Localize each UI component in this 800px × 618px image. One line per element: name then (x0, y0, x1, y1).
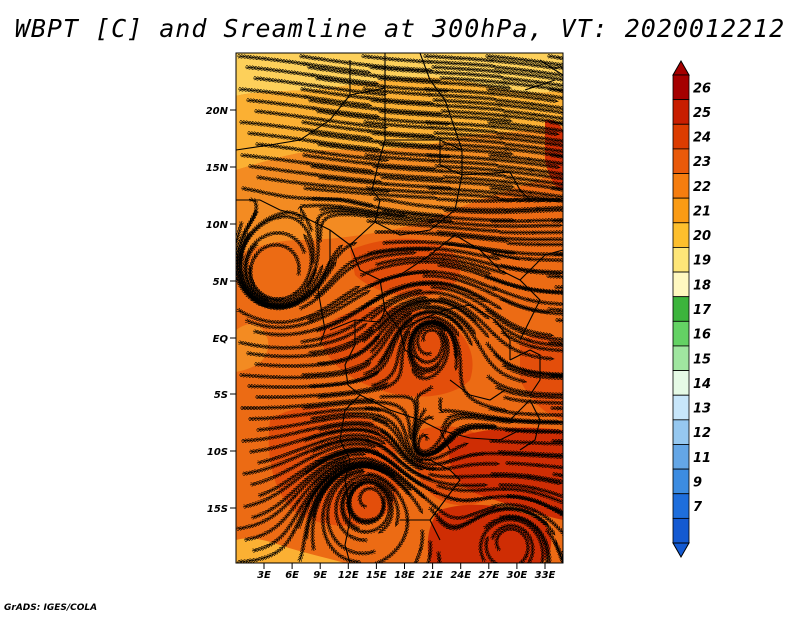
lat-tick-label: 5S (214, 390, 228, 401)
streamline-arrow (432, 504, 434, 506)
colorbar-swatch (672, 99, 690, 125)
colorbar-level-label: 21 (693, 204, 711, 219)
credit-footer: GrADS: IGES/COLA (4, 603, 98, 613)
streamline-arrow (421, 546, 422, 550)
chart-title: WBPT [C] and Sreamline at 300hPa, VT: 20… (14, 14, 786, 43)
streamline-arrow (560, 68, 563, 69)
colorbar-level-label: 14 (693, 377, 711, 392)
lat-tick-label: 10N (206, 220, 229, 231)
streamline-arrow (293, 531, 295, 534)
lat-tick-label: 15S (207, 504, 228, 515)
map-frame (235, 52, 564, 564)
lon-tick-label: 3E (257, 570, 271, 581)
colorbar-level-label: 18 (693, 278, 711, 293)
colorbar-swatch (672, 493, 690, 519)
colorbar-swatch (672, 345, 690, 371)
colorbar-swatch (672, 370, 690, 396)
colorbar-level-label: 13 (693, 402, 711, 417)
colorbar-swatch (672, 173, 690, 199)
colorbar-level-label: 22 (693, 180, 711, 195)
lon-tick-label: 9E (313, 570, 327, 581)
colorbar-swatch (672, 394, 690, 421)
streamline-arrow (382, 387, 385, 388)
colorbar-bottom-arrow (672, 542, 690, 559)
colorbar-level-label: 26 (693, 81, 711, 96)
streamline-arrow (362, 479, 366, 480)
colorbar-level-label: 12 (693, 426, 711, 441)
lat-axis: 20N 15N 10N 5N EQ 5S 10S 15S (206, 106, 236, 515)
colorbar-swatch (672, 271, 690, 298)
colorbar-top-arrow (672, 59, 690, 76)
colorbar-swatch (672, 74, 690, 101)
streamline-arrow (535, 501, 539, 502)
streamline-arrow (558, 510, 561, 511)
colorbar-swatch (672, 419, 690, 445)
streamline-arrow (321, 420, 324, 421)
colorbar-swatch (672, 296, 690, 322)
colorbar-swatch (672, 468, 690, 495)
lat-tick-label: 15N (206, 163, 229, 174)
colorbar-level-label: 15 (693, 352, 711, 367)
lon-axis: 3E 6E 9E 12E 15E 18E 21E 24E 27E 30E 33E (257, 563, 556, 581)
colorbar-swatch (672, 222, 690, 248)
streamline-arrow (556, 90, 560, 91)
lat-tick-label: 5N (213, 277, 229, 288)
lon-tick-label: 21E (422, 570, 443, 581)
streamline-arrow (317, 496, 318, 499)
colorbar-level-label: 24 (693, 131, 711, 146)
lon-tick-label: 6E (285, 570, 299, 581)
colorbar-swatch (672, 517, 690, 544)
streamline-arrow (350, 266, 353, 268)
lon-tick-label: 12E (338, 570, 359, 581)
streamline-arrow (559, 550, 560, 554)
colorbar-level-label: 19 (693, 254, 711, 269)
streamlines (236, 56, 566, 563)
lon-tick-label: 18E (394, 570, 415, 581)
lon-tick-label: 15E (366, 570, 387, 581)
colorbar-swatch (672, 148, 690, 174)
lat-tick-label: EQ (213, 334, 229, 345)
colorbar-level-label: 9 (693, 475, 702, 490)
colorbar-swatch (672, 247, 690, 273)
lon-tick-label: 24E (450, 570, 471, 581)
colorbar-level-label: 7 (693, 500, 703, 515)
colorbar-swatch (672, 444, 690, 470)
colorbar-swatch (672, 123, 690, 150)
streamline-arrow (530, 488, 534, 489)
streamline-arrow (556, 189, 560, 190)
streamline-arrow (557, 123, 561, 124)
lon-tick-label: 30E (507, 570, 528, 581)
streamline-arrow (318, 86, 322, 87)
streamline-arrow (565, 557, 566, 560)
colorbar-level-label: 25 (693, 106, 711, 121)
streamline-arrow (320, 152, 324, 153)
lon-tick-label: 33E (535, 570, 556, 581)
colorbar-level-label: 23 (693, 155, 711, 170)
colorbar: 26 25 24 23 22 21 20 19 18 17 16 15 14 13 12 11 9 7 (672, 59, 712, 559)
colorbar-swatch (672, 320, 690, 347)
colorbar-level-label: 17 (693, 303, 712, 318)
lat-tick-label: 10S (207, 447, 228, 458)
colorbar-level-label: 20 (693, 229, 711, 244)
streamline-arrow (555, 57, 559, 58)
streamline-arrow (279, 217, 283, 218)
streamline-arrow (532, 376, 536, 377)
lat-tick-label: 20N (206, 106, 229, 117)
colorbar-swatch (672, 197, 690, 224)
lon-tick-label: 27E (478, 570, 499, 581)
streamline-arrow (495, 510, 499, 511)
colorbar-level-label: 11 (693, 451, 711, 466)
map-panel (236, 53, 566, 563)
colorbar-level-label: 16 (693, 328, 711, 343)
